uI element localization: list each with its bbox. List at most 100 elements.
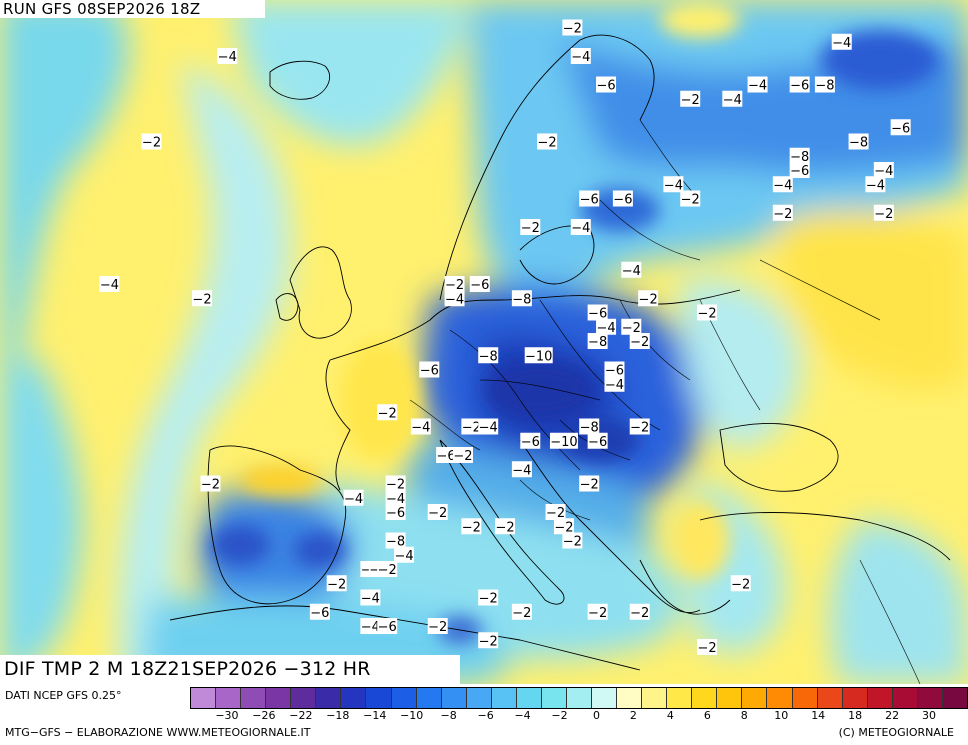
isotherm-label: −4 (747, 76, 768, 94)
isotherm-label: −6 (587, 432, 608, 450)
isotherm-label-text: −6 (580, 193, 599, 208)
isotherm-label-text: −6 (310, 606, 329, 621)
isotherm-label-box (562, 19, 583, 36)
country-border (409, 399, 481, 451)
isotherm-label-text: −6 (790, 79, 809, 94)
isotherm-label: −4 (570, 48, 591, 65)
isotherm-label: −4 (343, 489, 364, 507)
isotherm-label-box (629, 333, 650, 349)
isotherm-label-box (865, 176, 886, 193)
isotherm-label-text: −2 (563, 535, 582, 550)
isotherm-label: −2 (141, 133, 162, 151)
isotherm-label: −2 (200, 475, 221, 493)
isotherm-label-text: −2 (630, 421, 649, 436)
isotherm-label: −2 (377, 561, 398, 578)
isotherm-label: −4 (570, 219, 591, 236)
isotherm-label-text: −2 (142, 136, 161, 151)
isotherm-label: −2 (537, 133, 558, 151)
isotherm-label-box (410, 418, 431, 435)
isotherm-label-box (511, 603, 532, 620)
isotherm-label: −6 (385, 504, 406, 521)
scandinavia-coast (439, 34, 655, 301)
isotherm-label-box (638, 290, 659, 307)
legend-tick-label: −22 (289, 709, 313, 722)
isotherm-label-box (553, 518, 574, 535)
isotherm-label: −2 (377, 404, 398, 421)
isotherm-label-text: −2 (521, 221, 540, 236)
footer: DATI NCEP GFS 0.25° −30 −26 −22 −18 −14 −10 −8… (0, 684, 968, 745)
isotherm-label-box (873, 204, 894, 221)
black-sea-coast (719, 423, 839, 492)
isotherm-label: −2 (772, 204, 793, 222)
atlantic-cool-area (117, 60, 292, 684)
isotherm-label-text: −2 (378, 563, 397, 578)
isotherm-label-box (722, 90, 743, 107)
isotherm-label-text: −4 (445, 292, 464, 307)
isotherm-label-text: −8 (479, 349, 498, 364)
isotherm-label-box (200, 475, 221, 492)
isotherm-label: −6 (469, 276, 490, 293)
isotherm-label: −6 (579, 190, 600, 208)
isotherm-label-box (873, 162, 894, 178)
legend-swatch (366, 688, 392, 708)
isotherm-label-text: −4 (596, 321, 615, 336)
isotherm-label: −2 (697, 304, 718, 322)
isotherm-label-box (343, 489, 364, 506)
isotherm-label-text: −2 (428, 506, 447, 521)
isotherm-label-text: −2 (479, 634, 498, 649)
isotherm-label-text: −2 (479, 592, 498, 607)
cold-core (210, 525, 270, 565)
atlantic-cool-area (0, 0, 129, 360)
isotherm-label-box (814, 76, 835, 93)
isotherm-label-box (520, 432, 541, 449)
isotherm-label-box (478, 589, 499, 606)
legend-swatch (867, 688, 893, 708)
isotherm-label: −2 (562, 532, 583, 550)
legend-swatch (191, 688, 217, 708)
isotherm-label: −2 (326, 575, 347, 592)
isotherm-label: −8 (789, 147, 810, 165)
isotherm-label: −4 (217, 48, 238, 65)
legend-swatch (692, 688, 718, 708)
legend-swatch (742, 688, 768, 708)
isotherm-label-text: −8 (588, 335, 607, 350)
isotherm-label: −2 (511, 603, 532, 621)
isotherm-label-text: −2 (386, 478, 405, 493)
atlantic-cool-area (0, 360, 83, 684)
isotherm-label-text: −2 (697, 307, 716, 322)
legend-swatch (842, 688, 868, 708)
isotherm-label-box (604, 361, 625, 378)
isotherm-label: −4 (865, 176, 886, 193)
isotherm-label-box (511, 461, 532, 478)
isotherm-label: −2 (638, 290, 659, 307)
legend-tick-label: −14 (363, 709, 387, 722)
isotherm-label-text: −4 (866, 178, 885, 193)
isotherm-label-box (772, 204, 793, 221)
coastlines (169, 34, 951, 671)
isotherm-label-text: −4 (394, 549, 413, 564)
north-africa-coast (169, 605, 641, 671)
legend-tick-label: −26 (252, 709, 276, 722)
isotherm-label: −2 (478, 632, 499, 649)
isotherm-label-box (663, 176, 684, 193)
continental-coast (329, 289, 741, 361)
isotherm-label-box (524, 347, 553, 364)
isotherm-label-text: −6 (470, 278, 489, 293)
country-border (479, 379, 601, 401)
isotherm-label-box (478, 418, 499, 435)
isotherm-label-text: −10 (550, 435, 577, 450)
isotherm-label-text: −4 (411, 421, 430, 436)
isotherm-label-text: −2 (201, 478, 220, 493)
isotherm-label-text: −4 (386, 492, 405, 507)
isotherm-label-text: −2 (462, 421, 481, 436)
isotherm-label-text: −6 (605, 364, 624, 379)
france-coast (325, 359, 351, 491)
legend-tick-label: 10 (774, 709, 789, 722)
isotherm-label-text: −4 (622, 264, 641, 279)
isotherm-label: −8 (478, 347, 499, 364)
isotherm-label-text: −4 (571, 221, 590, 236)
isotherm-label: −4 (772, 176, 793, 193)
isotherm-label: −6 (890, 119, 911, 136)
isotherm-label-box (326, 575, 347, 592)
isotherm-label-box (385, 504, 406, 520)
